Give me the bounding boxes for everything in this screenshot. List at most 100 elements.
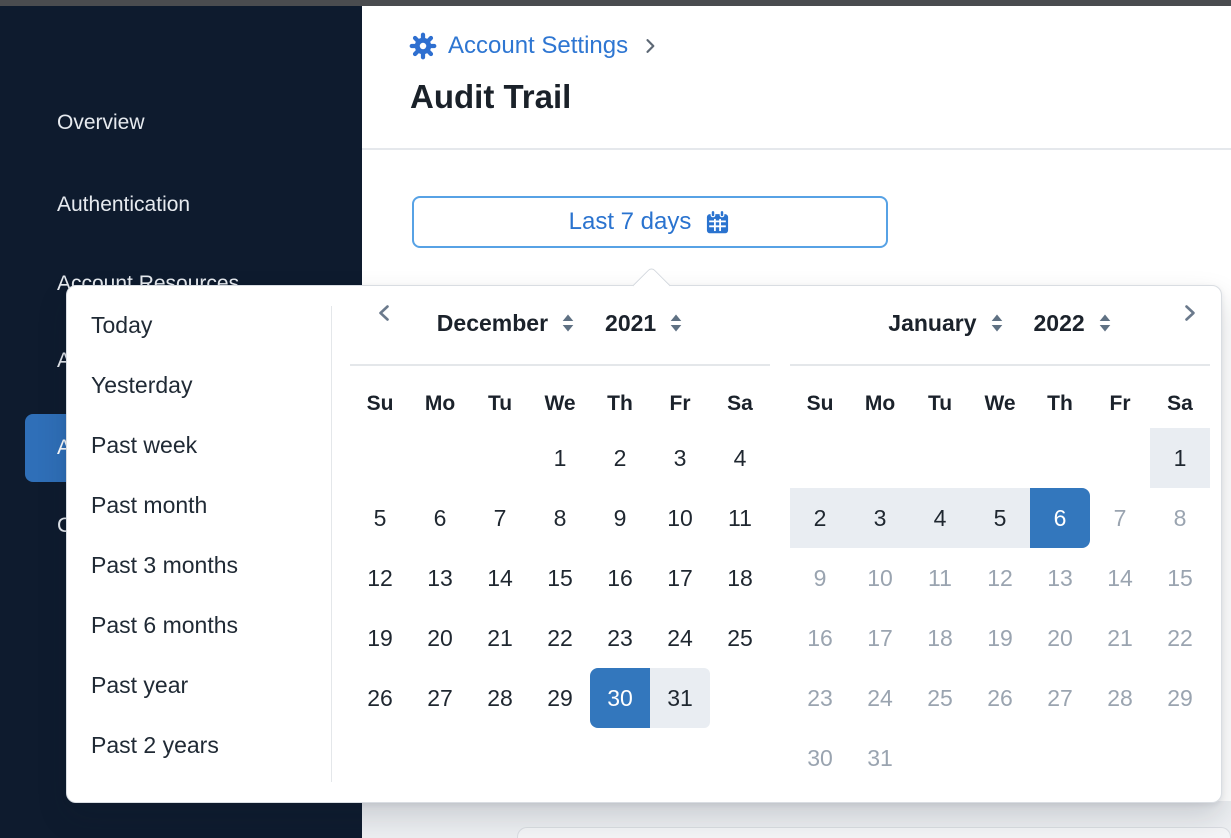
day-cell[interactable]: 19 [987, 625, 1013, 651]
day-cell[interactable]: 30 [807, 745, 833, 771]
preset-item-past-6-months[interactable]: Past 6 months [91, 612, 239, 638]
day-cell[interactable]: 10 [867, 565, 893, 591]
prev-month-button[interactable] [370, 298, 400, 328]
day-cell[interactable]: 21 [487, 625, 513, 651]
day-cell[interactable]: 13 [427, 565, 453, 591]
day-cell[interactable]: 8 [553, 505, 567, 531]
preset-item-past-month[interactable]: Past month [91, 492, 208, 518]
day-cell[interactable]: 7 [1113, 505, 1127, 531]
day-cell[interactable]: 2 [790, 488, 850, 548]
weekday-label-fr: Fr [669, 392, 691, 415]
breadcrumb-account-settings-link[interactable]: Account Settings [448, 32, 629, 59]
day-cell[interactable]: 27 [1047, 685, 1073, 711]
calendar-icon [704, 209, 731, 236]
day-cell[interactable]: 12 [987, 565, 1013, 591]
day-cell-empty [470, 428, 530, 488]
day-cell[interactable]: 23 [807, 685, 833, 711]
day-cell[interactable]: 5 [373, 505, 387, 531]
day-cell[interactable]: 19 [367, 625, 393, 651]
sidebar-item-authentication[interactable]: Authentication [57, 193, 191, 216]
day-cell[interactable]: 28 [1107, 685, 1133, 711]
day-cell[interactable]: 16 [607, 565, 633, 591]
day-cell-empty [970, 728, 1030, 788]
day-cell[interactable]: 15 [547, 565, 573, 591]
preset-item-past-2-years[interactable]: Past 2 years [91, 732, 219, 758]
day-cell[interactable]: 5 [970, 488, 1030, 548]
preset-item-yesterday[interactable]: Yesterday [91, 372, 193, 398]
day-cell[interactable]: 16 [807, 625, 833, 651]
day-cell[interactable]: 6 [1030, 488, 1090, 548]
preset-item-past-3-months[interactable]: Past 3 months [91, 552, 239, 578]
year-label: 2022 [1033, 309, 1085, 336]
day-cell[interactable]: 26 [987, 685, 1013, 711]
day-cell[interactable]: 7 [493, 505, 507, 531]
day-cell[interactable]: 11 [928, 565, 952, 591]
year-stepper-icon[interactable] [1098, 313, 1112, 333]
day-cell[interactable]: 1 [553, 445, 567, 471]
day-cell[interactable]: 11 [728, 505, 752, 531]
sidebar-item-overview[interactable]: Overview [57, 111, 145, 134]
preset-item-today[interactable]: Today [91, 312, 153, 338]
day-cell[interactable]: 2 [613, 445, 627, 471]
day-cell[interactable]: 18 [927, 625, 953, 651]
next-month-button[interactable] [1174, 298, 1204, 328]
day-cell[interactable]: 27 [427, 685, 453, 711]
day-cell[interactable]: 9 [613, 505, 627, 531]
year-stepper-icon[interactable] [669, 313, 683, 333]
weekday-row: Su Mo Tu We Th Fr Sa [350, 374, 770, 434]
day-cell[interactable]: 25 [727, 625, 753, 651]
day-cell-empty [1030, 428, 1090, 488]
calendar-header: January 2022 [790, 300, 1210, 346]
calendar-month-december-2021: December 2021 Su Mo Tu We Th Fr Sa 1 2 3 4 5 6 7 8 9 10 11 1… [350, 286, 770, 804]
preset-item-past-week[interactable]: Past week [91, 432, 198, 458]
day-cell[interactable]: 17 [867, 625, 893, 651]
weekday-label-tu: Tu [487, 392, 513, 415]
weekday-label-mo: Mo [424, 392, 456, 415]
day-cell[interactable]: 3 [673, 445, 687, 471]
weekday-row: Su Mo Tu We Th Fr Sa [790, 374, 1210, 434]
day-cell[interactable]: 4 [910, 488, 970, 548]
window-top-strip [0, 0, 1231, 6]
date-range-button[interactable]: Last 7 days [412, 196, 888, 248]
calendar-header-divider [350, 364, 770, 366]
day-cell-empty [1150, 728, 1210, 788]
day-cell[interactable]: 18 [727, 565, 753, 591]
day-cell-empty [910, 428, 970, 488]
preset-item-past-year[interactable]: Past year [91, 672, 189, 698]
day-cell[interactable]: 8 [1173, 505, 1187, 531]
day-cell[interactable]: 29 [1167, 685, 1193, 711]
day-cell[interactable]: 26 [367, 685, 393, 711]
date-range-popover: Today Yesterday Past week Past month Past 3 … [66, 266, 1222, 804]
day-cell[interactable]: 10 [667, 505, 693, 531]
day-cell[interactable]: 28 [487, 685, 513, 711]
weekday-label-fr: Fr [1109, 392, 1131, 415]
day-cell[interactable]: 24 [867, 685, 893, 711]
day-cell[interactable]: 14 [1107, 565, 1133, 591]
day-cell[interactable]: 1 [1150, 428, 1210, 488]
day-cell[interactable]: 14 [487, 565, 513, 591]
day-cell[interactable]: 3 [850, 488, 910, 548]
day-cell[interactable]: 21 [1107, 625, 1133, 651]
day-cell[interactable]: 6 [433, 505, 447, 531]
day-cell[interactable]: 31 [650, 668, 710, 728]
day-cell[interactable]: 17 [667, 565, 693, 591]
day-cell[interactable]: 22 [1167, 625, 1193, 651]
day-cell[interactable]: 30 [590, 668, 650, 728]
day-cell[interactable]: 29 [547, 685, 573, 711]
day-cell[interactable]: 23 [607, 625, 633, 651]
day-cell[interactable]: 12 [367, 565, 393, 591]
day-cell[interactable]: 9 [813, 565, 827, 591]
day-cell[interactable]: 31 [867, 745, 893, 771]
month-stepper-icon[interactable] [561, 313, 575, 333]
day-cell[interactable]: 25 [927, 685, 953, 711]
day-cell[interactable]: 20 [1047, 625, 1073, 651]
day-cell[interactable]: 20 [427, 625, 453, 651]
day-cell[interactable]: 22 [547, 625, 573, 651]
month-stepper-icon[interactable] [990, 313, 1004, 333]
day-cell[interactable]: 13 [1047, 565, 1073, 591]
day-cell[interactable]: 24 [667, 625, 693, 651]
chevron-right-icon [1177, 301, 1201, 325]
day-cell[interactable]: 4 [733, 445, 747, 471]
day-cell[interactable]: 15 [1167, 565, 1193, 591]
day-cell-empty [910, 728, 970, 788]
